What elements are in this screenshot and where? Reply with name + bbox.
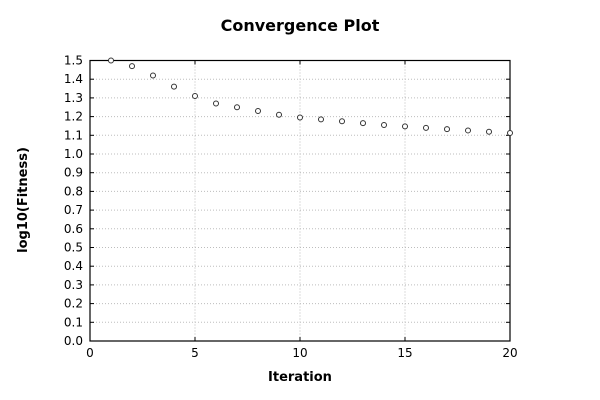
data-point bbox=[486, 128, 492, 135]
data-point bbox=[108, 57, 114, 64]
y-tick-label: 0.8 bbox=[64, 184, 83, 198]
y-tick-label: 0.9 bbox=[64, 166, 83, 180]
y-tick-label: 1.1 bbox=[64, 128, 83, 142]
x-tick-label: 15 bbox=[397, 346, 412, 360]
data-points bbox=[108, 57, 513, 137]
y-tick-label: 1.0 bbox=[64, 147, 83, 161]
data-point bbox=[213, 100, 219, 107]
data-point bbox=[150, 72, 156, 79]
y-tick-label: 0.6 bbox=[64, 222, 83, 236]
y-tick-label: 0.4 bbox=[64, 259, 83, 273]
y-axis-label: log10(Fitness) bbox=[16, 147, 31, 253]
data-point bbox=[507, 130, 513, 137]
plot-border bbox=[89, 59, 511, 342]
data-point bbox=[402, 123, 408, 130]
x-tick-label: 5 bbox=[191, 346, 199, 360]
data-point bbox=[171, 83, 177, 90]
y-tick-label: 1.4 bbox=[64, 72, 83, 86]
data-point bbox=[255, 107, 261, 114]
data-point bbox=[129, 63, 135, 70]
y-tick-label: 1.2 bbox=[64, 110, 83, 124]
data-point bbox=[339, 118, 345, 125]
data-point bbox=[465, 127, 471, 134]
gridlines bbox=[89, 60, 511, 342]
data-point bbox=[234, 104, 240, 111]
x-tick-label: 10 bbox=[292, 346, 307, 360]
y-tick-label: 0.1 bbox=[64, 315, 83, 329]
x-axis-label: Iteration bbox=[268, 370, 332, 385]
y-tick-label: 1.5 bbox=[64, 54, 83, 68]
chart-title: Convergence Plot bbox=[221, 16, 380, 35]
tick-labels: 0.0 0.1 0.2 0.3 0.4 0.5 0.6 0.7 0.8 0.9 1.0 1.1 1.2 1… bbox=[64, 54, 518, 361]
y-tick-label: 1.3 bbox=[64, 91, 83, 105]
y-tick-label: 0.5 bbox=[64, 241, 83, 255]
data-point bbox=[381, 122, 387, 129]
data-point bbox=[444, 126, 450, 133]
data-point bbox=[360, 120, 366, 127]
y-tick-label: 0.7 bbox=[64, 203, 83, 217]
data-point bbox=[318, 116, 324, 123]
x-tick-label: 0 bbox=[86, 346, 94, 360]
data-point bbox=[297, 114, 303, 121]
y-tick-label: 0.2 bbox=[64, 297, 83, 311]
data-point bbox=[423, 124, 429, 131]
x-tick-label: 20 bbox=[502, 346, 517, 360]
data-point bbox=[276, 111, 282, 118]
y-tick-label: 0.3 bbox=[64, 278, 83, 292]
y-tick-label: 0.0 bbox=[64, 334, 83, 348]
data-point bbox=[192, 93, 198, 100]
